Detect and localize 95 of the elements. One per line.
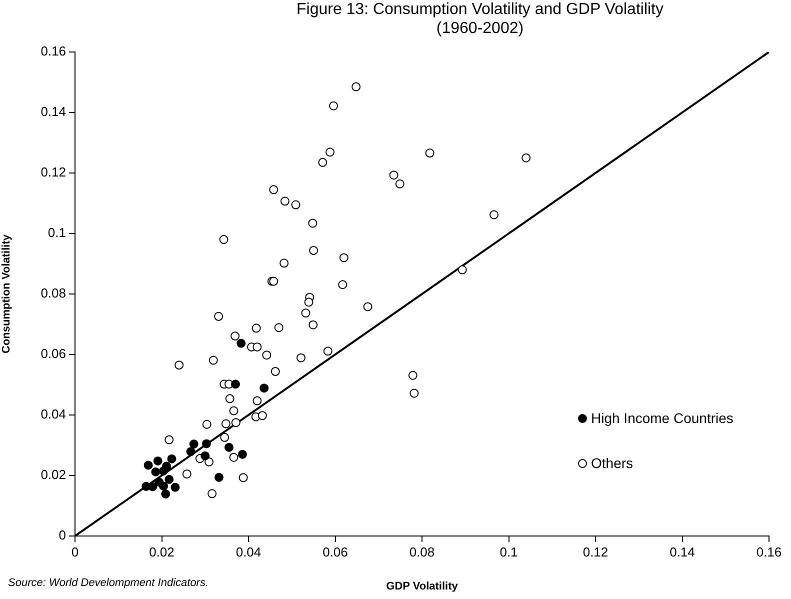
point [296, 353, 306, 362]
point [238, 473, 248, 482]
legend-label: Others [591, 455, 634, 471]
point [339, 253, 348, 262]
point [225, 394, 234, 404]
point [338, 280, 348, 290]
point [318, 158, 328, 167]
point [230, 332, 240, 341]
point [158, 482, 168, 491]
point [164, 474, 174, 484]
point [326, 148, 335, 157]
point [309, 246, 318, 255]
point [214, 472, 224, 482]
x-tick-label: 0.1 [500, 544, 518, 560]
x-tick-label: 0.12 [582, 544, 608, 560]
x-tick-label: 0.04 [236, 544, 262, 560]
point [229, 452, 238, 462]
point [260, 384, 269, 393]
point [395, 179, 404, 188]
point [252, 324, 261, 333]
chart-title: Figure 13: Consumption Volatility and GDP Volatility [295, 0, 664, 19]
point [323, 346, 332, 356]
x-tick-label: 0.14 [670, 544, 695, 560]
y-tick-label: 0.1 [48, 225, 66, 240]
y-tick-label: 0.16 [40, 44, 66, 59]
point [308, 320, 318, 330]
point [270, 366, 280, 376]
y-tick-label: 0.06 [40, 346, 66, 362]
point [186, 447, 196, 456]
chart-subtitle: (1960-2002) [435, 19, 525, 38]
point [144, 460, 153, 470]
point [214, 312, 224, 321]
point [522, 153, 531, 162]
point [308, 218, 318, 228]
point [274, 323, 284, 332]
x-tick-label: 0 [71, 544, 79, 560]
point [238, 450, 247, 459]
point [304, 298, 314, 307]
point [280, 258, 289, 268]
point [258, 411, 267, 420]
point [408, 370, 418, 380]
point [221, 419, 230, 428]
point [167, 454, 176, 464]
point [202, 420, 212, 429]
point [148, 482, 158, 492]
y-axis-title: Consumption Volatility [0, 234, 13, 354]
point [208, 489, 217, 498]
point [224, 442, 234, 452]
point [164, 435, 174, 444]
x-tick-label: 0.16 [756, 544, 782, 560]
y-tick-label: 0.02 [40, 467, 66, 482]
point [161, 489, 170, 498]
point [363, 302, 372, 312]
point [153, 456, 162, 466]
point [204, 457, 214, 466]
point [182, 469, 192, 478]
y-tick-label: 0.12 [40, 164, 66, 180]
point [200, 451, 210, 460]
x-tick-label: 0.06 [322, 544, 348, 560]
point [389, 170, 398, 180]
point [170, 482, 180, 492]
legend-label: High Income Countries [591, 410, 734, 426]
point [458, 265, 467, 274]
point [174, 360, 184, 370]
y-tick-label: 0.14 [40, 104, 66, 120]
x-tick-label: 0.02 [149, 544, 174, 560]
point [158, 466, 168, 476]
point [291, 200, 300, 210]
point [269, 185, 278, 194]
point [151, 467, 160, 476]
point [230, 380, 240, 389]
point [490, 210, 499, 220]
point [280, 196, 290, 206]
point [202, 439, 211, 448]
point [236, 338, 246, 348]
point [219, 235, 228, 244]
point [329, 101, 338, 110]
y-tick-label: 0.04 [40, 406, 66, 422]
point [229, 406, 238, 416]
x-tick-label: 0.08 [409, 544, 435, 560]
point [425, 148, 434, 158]
point [220, 432, 230, 442]
point [252, 342, 262, 352]
x-axis-title: GDP Volatility [386, 580, 459, 592]
point [352, 82, 361, 92]
point [410, 388, 419, 398]
point [208, 356, 218, 365]
source-note: Source: World Develompment Indicators. [8, 577, 209, 589]
point [301, 308, 310, 318]
point [189, 440, 198, 449]
point [252, 396, 262, 406]
y-tick-label: 0 [58, 528, 66, 543]
point [262, 350, 272, 360]
point [231, 418, 240, 428]
y-tick-label: 0.08 [40, 286, 66, 301]
